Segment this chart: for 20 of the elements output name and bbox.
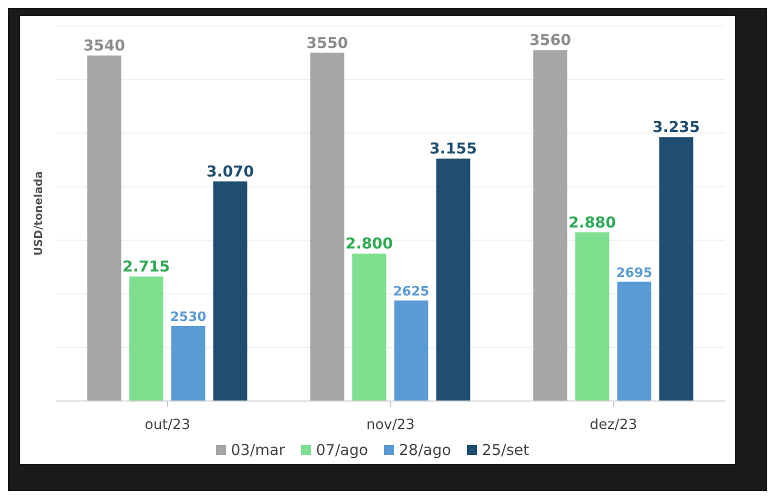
y-axis-title: USD/tonelada (32, 171, 45, 256)
data-label: 3.155 (429, 140, 477, 158)
data-label: 3550 (306, 34, 348, 52)
legend-label: 07/ago (314, 441, 368, 459)
x-tick-label: nov/23 (366, 416, 415, 433)
x-tick-label: dez/23 (590, 416, 638, 433)
data-label: 3560 (529, 31, 572, 50)
data-label: 2530 (170, 310, 206, 325)
legend-label: 25/set (481, 441, 530, 459)
x-tick-label: out/23 (144, 416, 190, 433)
data-label: 3540 (83, 36, 126, 54)
data-label: 2.715 (122, 257, 170, 276)
data-label: 3.070 (206, 162, 254, 180)
legend-label: 03/mar (230, 441, 285, 459)
data-label: 2.800 (345, 234, 393, 253)
data-label: 2695 (616, 266, 652, 281)
legend-label: 28/ago (398, 441, 452, 459)
data-label: 3.235 (652, 118, 700, 136)
data-label: 2.880 (568, 213, 616, 232)
data-label: 2625 (393, 284, 430, 300)
